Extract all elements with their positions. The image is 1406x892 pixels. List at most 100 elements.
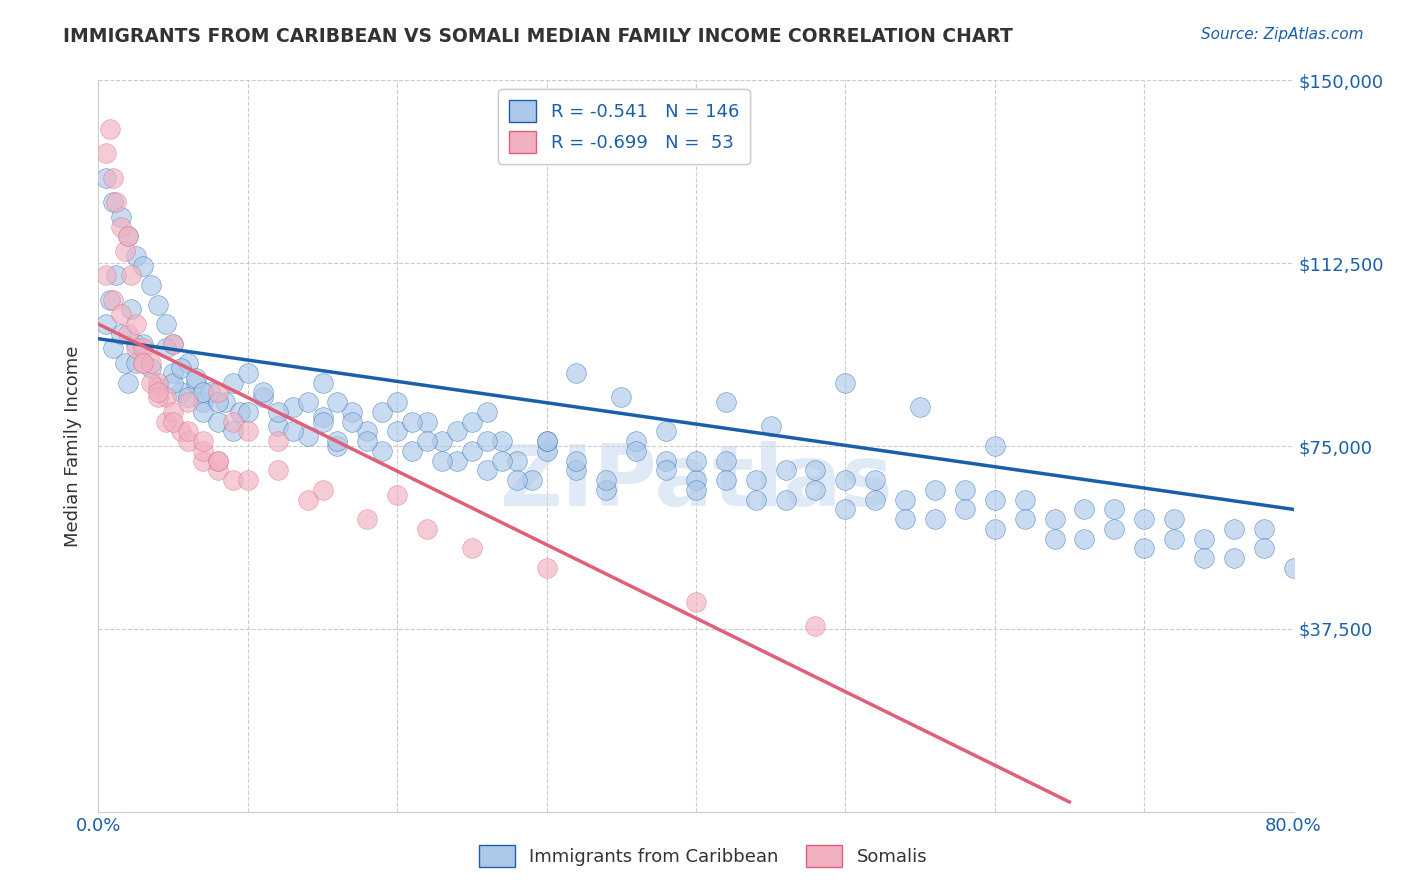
Point	[103, 342, 125, 356]
Point	[177, 356, 200, 370]
Point	[114, 244, 136, 258]
Point	[281, 425, 304, 439]
Point	[430, 453, 453, 467]
Point	[125, 342, 148, 356]
Point	[461, 541, 484, 556]
Point	[626, 443, 648, 458]
Point	[207, 385, 229, 400]
Point	[267, 405, 290, 419]
Point	[162, 405, 184, 419]
Point	[491, 434, 513, 449]
Point	[117, 326, 139, 341]
Point	[1104, 522, 1126, 536]
Point	[655, 463, 678, 477]
Point	[311, 376, 333, 390]
Point	[416, 522, 439, 536]
Point	[401, 443, 423, 458]
Point	[1133, 541, 1156, 556]
Point	[200, 385, 222, 400]
Point	[207, 453, 229, 467]
Point	[430, 434, 453, 449]
Point	[162, 336, 184, 351]
Point	[117, 229, 139, 244]
Point	[117, 229, 139, 244]
Point	[356, 512, 378, 526]
Point	[222, 425, 245, 439]
Point	[222, 473, 245, 487]
Point	[191, 395, 214, 409]
Point	[506, 453, 529, 467]
Point	[297, 492, 319, 507]
Point	[626, 434, 648, 449]
Point	[685, 453, 707, 467]
Point	[595, 483, 617, 497]
Point	[139, 356, 162, 370]
Point	[775, 463, 797, 477]
Point	[125, 356, 148, 370]
Point	[416, 415, 439, 429]
Point	[132, 356, 155, 370]
Point	[520, 473, 543, 487]
Point	[132, 336, 155, 351]
Point	[475, 434, 498, 449]
Point	[536, 561, 558, 575]
Point	[94, 146, 117, 161]
Point	[326, 439, 349, 453]
Point	[1163, 512, 1185, 526]
Point	[745, 492, 768, 507]
Text: IMMIGRANTS FROM CARIBBEAN VS SOMALI MEDIAN FAMILY INCOME CORRELATION CHART: IMMIGRANTS FROM CARIBBEAN VS SOMALI MEDI…	[63, 27, 1014, 45]
Point	[184, 370, 207, 384]
Point	[416, 434, 439, 449]
Point	[1192, 551, 1215, 566]
Point	[177, 390, 200, 404]
Point	[446, 453, 468, 467]
Point	[491, 453, 513, 467]
Point	[685, 483, 707, 497]
Point	[236, 366, 259, 380]
Point	[162, 376, 184, 390]
Point	[125, 336, 148, 351]
Point	[103, 293, 125, 307]
Point	[1014, 492, 1036, 507]
Point	[1014, 512, 1036, 526]
Point	[110, 210, 132, 224]
Point	[162, 366, 184, 380]
Point	[714, 473, 737, 487]
Point	[385, 488, 409, 502]
Point	[236, 425, 259, 439]
Point	[252, 385, 274, 400]
Point	[461, 443, 484, 458]
Point	[385, 425, 409, 439]
Point	[155, 317, 177, 331]
Point	[342, 405, 364, 419]
Point	[139, 361, 162, 376]
Point	[148, 380, 170, 394]
Point	[475, 463, 498, 477]
Point	[371, 405, 394, 419]
Point	[461, 415, 484, 429]
Point	[311, 409, 333, 424]
Point	[865, 492, 887, 507]
Point	[117, 376, 139, 390]
Point	[865, 473, 887, 487]
Point	[655, 453, 678, 467]
Point	[139, 278, 162, 293]
Point	[207, 453, 229, 467]
Point	[714, 395, 737, 409]
Point	[984, 522, 1007, 536]
Point	[759, 419, 782, 434]
Point	[94, 268, 117, 283]
Legend: Immigrants from Caribbean, Somalis: Immigrants from Caribbean, Somalis	[471, 838, 935, 874]
Point	[1073, 532, 1095, 546]
Point	[834, 376, 856, 390]
Point	[804, 463, 827, 477]
Point	[745, 473, 768, 487]
Point	[311, 483, 333, 497]
Point	[132, 342, 155, 356]
Point	[536, 434, 558, 449]
Point	[184, 376, 207, 390]
Point	[894, 512, 917, 526]
Point	[297, 395, 319, 409]
Point	[214, 395, 236, 409]
Point	[1223, 551, 1246, 566]
